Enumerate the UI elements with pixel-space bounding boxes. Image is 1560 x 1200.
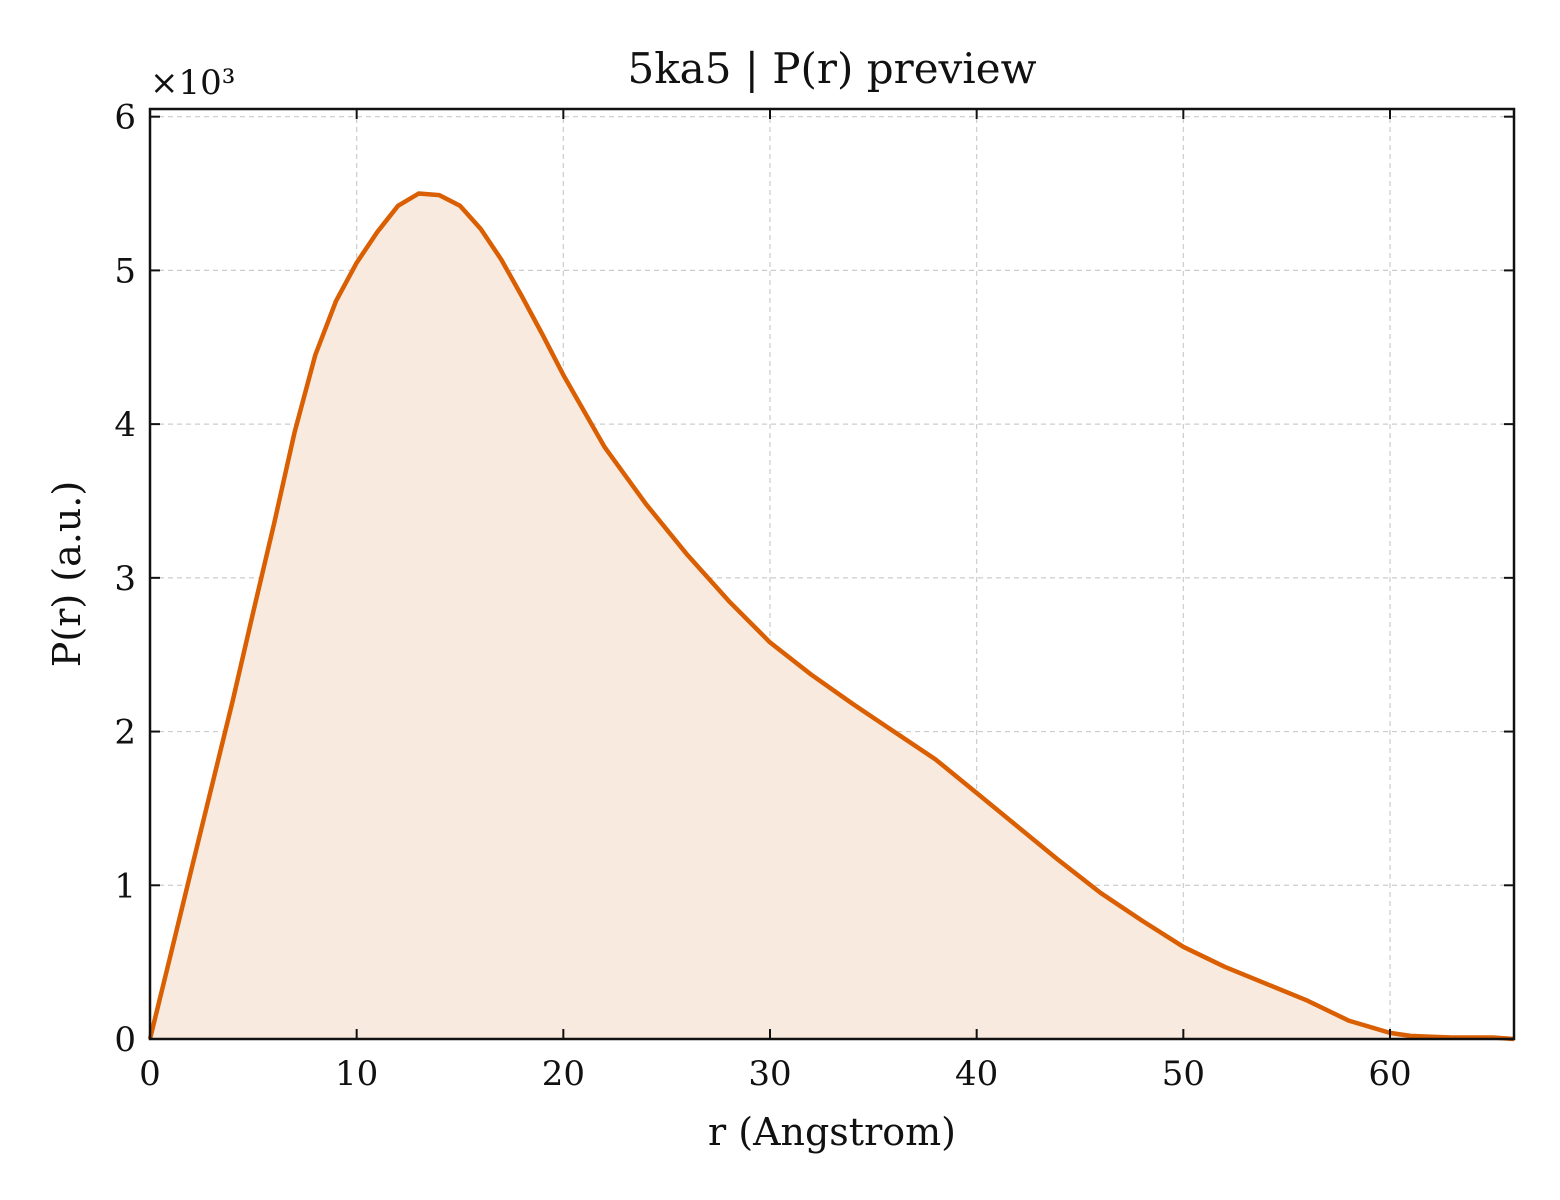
y-tick-label: 2 [114, 713, 136, 753]
y-tick-label: 4 [114, 405, 136, 445]
y-tick-label: 5 [114, 251, 136, 291]
y-tick-label: 1 [114, 866, 136, 906]
y-tick-label: 6 [114, 98, 136, 138]
pr-series-line [147, 191, 1515, 1042]
x-axis-label: r (Angstrom) [708, 1110, 956, 1154]
x-tick-label: 30 [748, 1054, 791, 1094]
y-tick-label: 3 [114, 559, 136, 599]
x-tick-label: 50 [1162, 1054, 1205, 1094]
y-tick-labels: 0 1 2 3 4 5 6 [114, 98, 136, 1060]
y-axis-multiplier: ×10³ [150, 63, 235, 103]
x-tick-labels: 0 10 20 30 40 50 60 [139, 1054, 1411, 1094]
y-axis-label: P(r) (a.u.) [45, 481, 89, 667]
y-tick-label: 0 [114, 1020, 136, 1060]
x-tick-label: 20 [542, 1054, 585, 1094]
x-tick-label: 40 [955, 1054, 998, 1094]
chart-title: 5ka5 | P(r) preview [627, 44, 1036, 93]
pr-area-fill [150, 193, 1514, 1039]
tick-marks [149, 109, 1514, 1040]
plot-frame [148, 107, 1516, 1041]
x-tick-label: 10 [335, 1054, 378, 1094]
x-tick-label: 60 [1368, 1054, 1411, 1094]
x-tick-label: 0 [139, 1054, 161, 1094]
